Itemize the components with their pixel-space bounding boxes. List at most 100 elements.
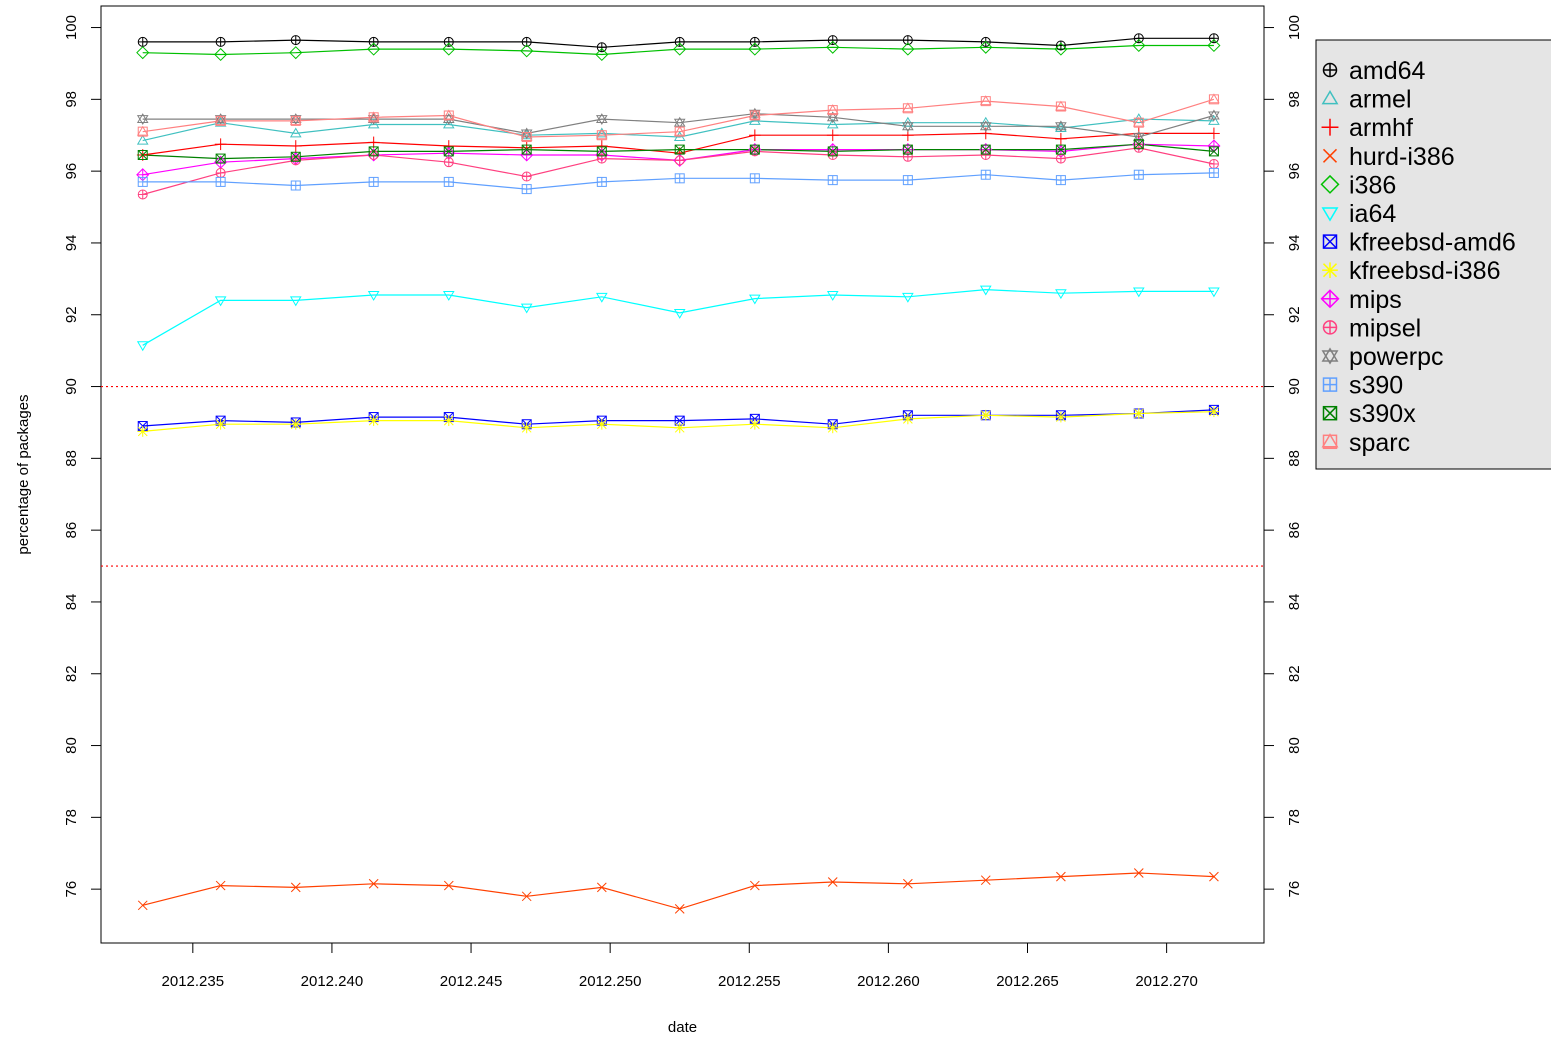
data-point-ia64 [826, 291, 839, 301]
data-point-kfreebsd-i386 [137, 426, 149, 437]
data-point-hurd-i386 [903, 878, 913, 889]
legend-marker [1322, 262, 1338, 278]
legend-marker [1321, 207, 1339, 222]
data-point-kfreebsd-i386 [290, 418, 302, 430]
data-point-sparc [1055, 100, 1067, 112]
legend: amd64armelarmhfhurd-i386i386ia64kfreebsd… [1315, 39, 1551, 470]
legend-marker [1322, 62, 1338, 78]
legend-marker [1322, 148, 1338, 163]
data-point-sparc [1208, 93, 1220, 105]
data-point-s390x [596, 146, 607, 157]
y-tick-label-right: 90 [1286, 378, 1303, 395]
data-point-s390 [827, 175, 838, 186]
data-point-ia64 [367, 291, 380, 301]
y-axis-right: 76 78 80 82 84 86 88 90 92 94 96 98 100 [1264, 15, 1303, 897]
data-point-powerpc [1055, 120, 1067, 133]
data-point-sparc [673, 125, 686, 137]
series-line-s390 [142, 172, 1214, 190]
data-point-mipsel [1208, 158, 1219, 169]
y-tick-label-left: 86 [63, 522, 80, 539]
series-line-mipsel [142, 147, 1215, 196]
data-point-ia64 [136, 341, 149, 352]
legend-label: mipsel [1349, 314, 1421, 342]
data-point-powerpc [902, 120, 914, 133]
data-point-s390x [1133, 139, 1144, 150]
data-point-hurd-i386 [368, 878, 379, 889]
data-point-s390x [521, 144, 532, 155]
y-tick-label-right: 82 [1286, 665, 1303, 682]
data-point-ia64 [289, 296, 302, 307]
data-point-amd64 [368, 36, 379, 47]
data-point-armel [826, 118, 839, 129]
data-point-armel [214, 116, 227, 127]
data-point-s390x [443, 146, 454, 157]
data-point-armhf [289, 140, 302, 152]
legend-label: s390 [1349, 372, 1403, 400]
data-point-s390 [749, 173, 760, 184]
data-point-armhf [748, 129, 761, 142]
data-point-s390 [215, 176, 226, 187]
data-point-hurd-i386 [1209, 871, 1219, 882]
data-point-sparc [902, 102, 914, 114]
y-tick-label-right: 78 [1286, 809, 1303, 826]
data-point-mipsel [980, 149, 991, 160]
data-point-sparc [289, 114, 302, 126]
legend-item-i386: i386 [1320, 171, 1396, 199]
data-point-s390x [290, 151, 301, 162]
data-point-s390 [1133, 169, 1144, 180]
legend-item-armel: armel [1321, 86, 1412, 114]
data-point-kfreebsd-i386 [674, 422, 686, 434]
y-tick-label-right: 80 [1286, 737, 1303, 754]
data-point-kfreebsd-i386 [749, 418, 761, 430]
data-point-mipsel [137, 189, 148, 200]
legend-label: armel [1349, 86, 1412, 114]
data-point-ia64 [749, 294, 761, 305]
data-point-ia64 [1208, 287, 1220, 298]
y-tick-label-right: 88 [1286, 450, 1303, 467]
data-point-armhf [1055, 132, 1067, 145]
data-point-s390 [596, 176, 607, 187]
legend-item-s390x: s390x [1322, 400, 1416, 428]
y-tick-label-left: 80 [63, 737, 80, 754]
data-point-kfreebsd-i386 [902, 413, 914, 425]
x-axis-title: date [668, 1019, 697, 1036]
data-point-s390 [290, 180, 301, 191]
data-point-i386 [1132, 38, 1146, 53]
data-point-sparc [367, 111, 380, 123]
data-point-kfreebsd-i386 [596, 418, 608, 430]
data-point-kfreebsd-i386 [1133, 408, 1145, 419]
data-point-s390x [1208, 146, 1219, 157]
legend-label: s390x [1349, 400, 1416, 428]
data-point-i386 [367, 42, 381, 56]
legend-marker [1322, 377, 1338, 392]
legend-item-s390: s390 [1322, 372, 1403, 400]
legend-item-sparc: sparc [1321, 429, 1410, 457]
data-point-ia64 [1055, 289, 1067, 300]
data-point-hurd-i386 [1056, 871, 1066, 882]
y-tick-label-left: 84 [63, 594, 80, 611]
data-point-i386 [442, 42, 456, 56]
x-tick-label: 2012.240 [301, 973, 364, 990]
data-point-kfreebsd-i386 [443, 415, 455, 427]
y-tick-label-right: 76 [1286, 881, 1303, 898]
data-point-mipsel [1055, 153, 1066, 164]
legend-item-armhf: armhf [1321, 114, 1413, 142]
data-point-mipsel [443, 157, 454, 168]
data-point-ia64 [442, 291, 455, 301]
y-axis-title: percentage of packages [15, 394, 32, 554]
data-point-mipsel [521, 171, 532, 182]
data-point-armel [442, 118, 455, 129]
data-point-hurd-i386 [980, 875, 991, 886]
data-point-amd64 [137, 36, 148, 47]
data-point-s390x [137, 149, 148, 160]
data-point-hurd-i386 [443, 880, 454, 891]
data-point-s390 [368, 176, 379, 187]
legend-marker [1322, 405, 1338, 421]
legend-label: powerpc [1349, 343, 1444, 371]
data-point-hurd-i386 [596, 882, 607, 893]
x-axis: 2012.235 2012.240 2012.245 2012.250 2012.255… [162, 942, 1198, 990]
legend-label: amd64 [1349, 57, 1426, 85]
data-point-i386 [214, 47, 228, 62]
data-point-amd64 [827, 35, 838, 46]
